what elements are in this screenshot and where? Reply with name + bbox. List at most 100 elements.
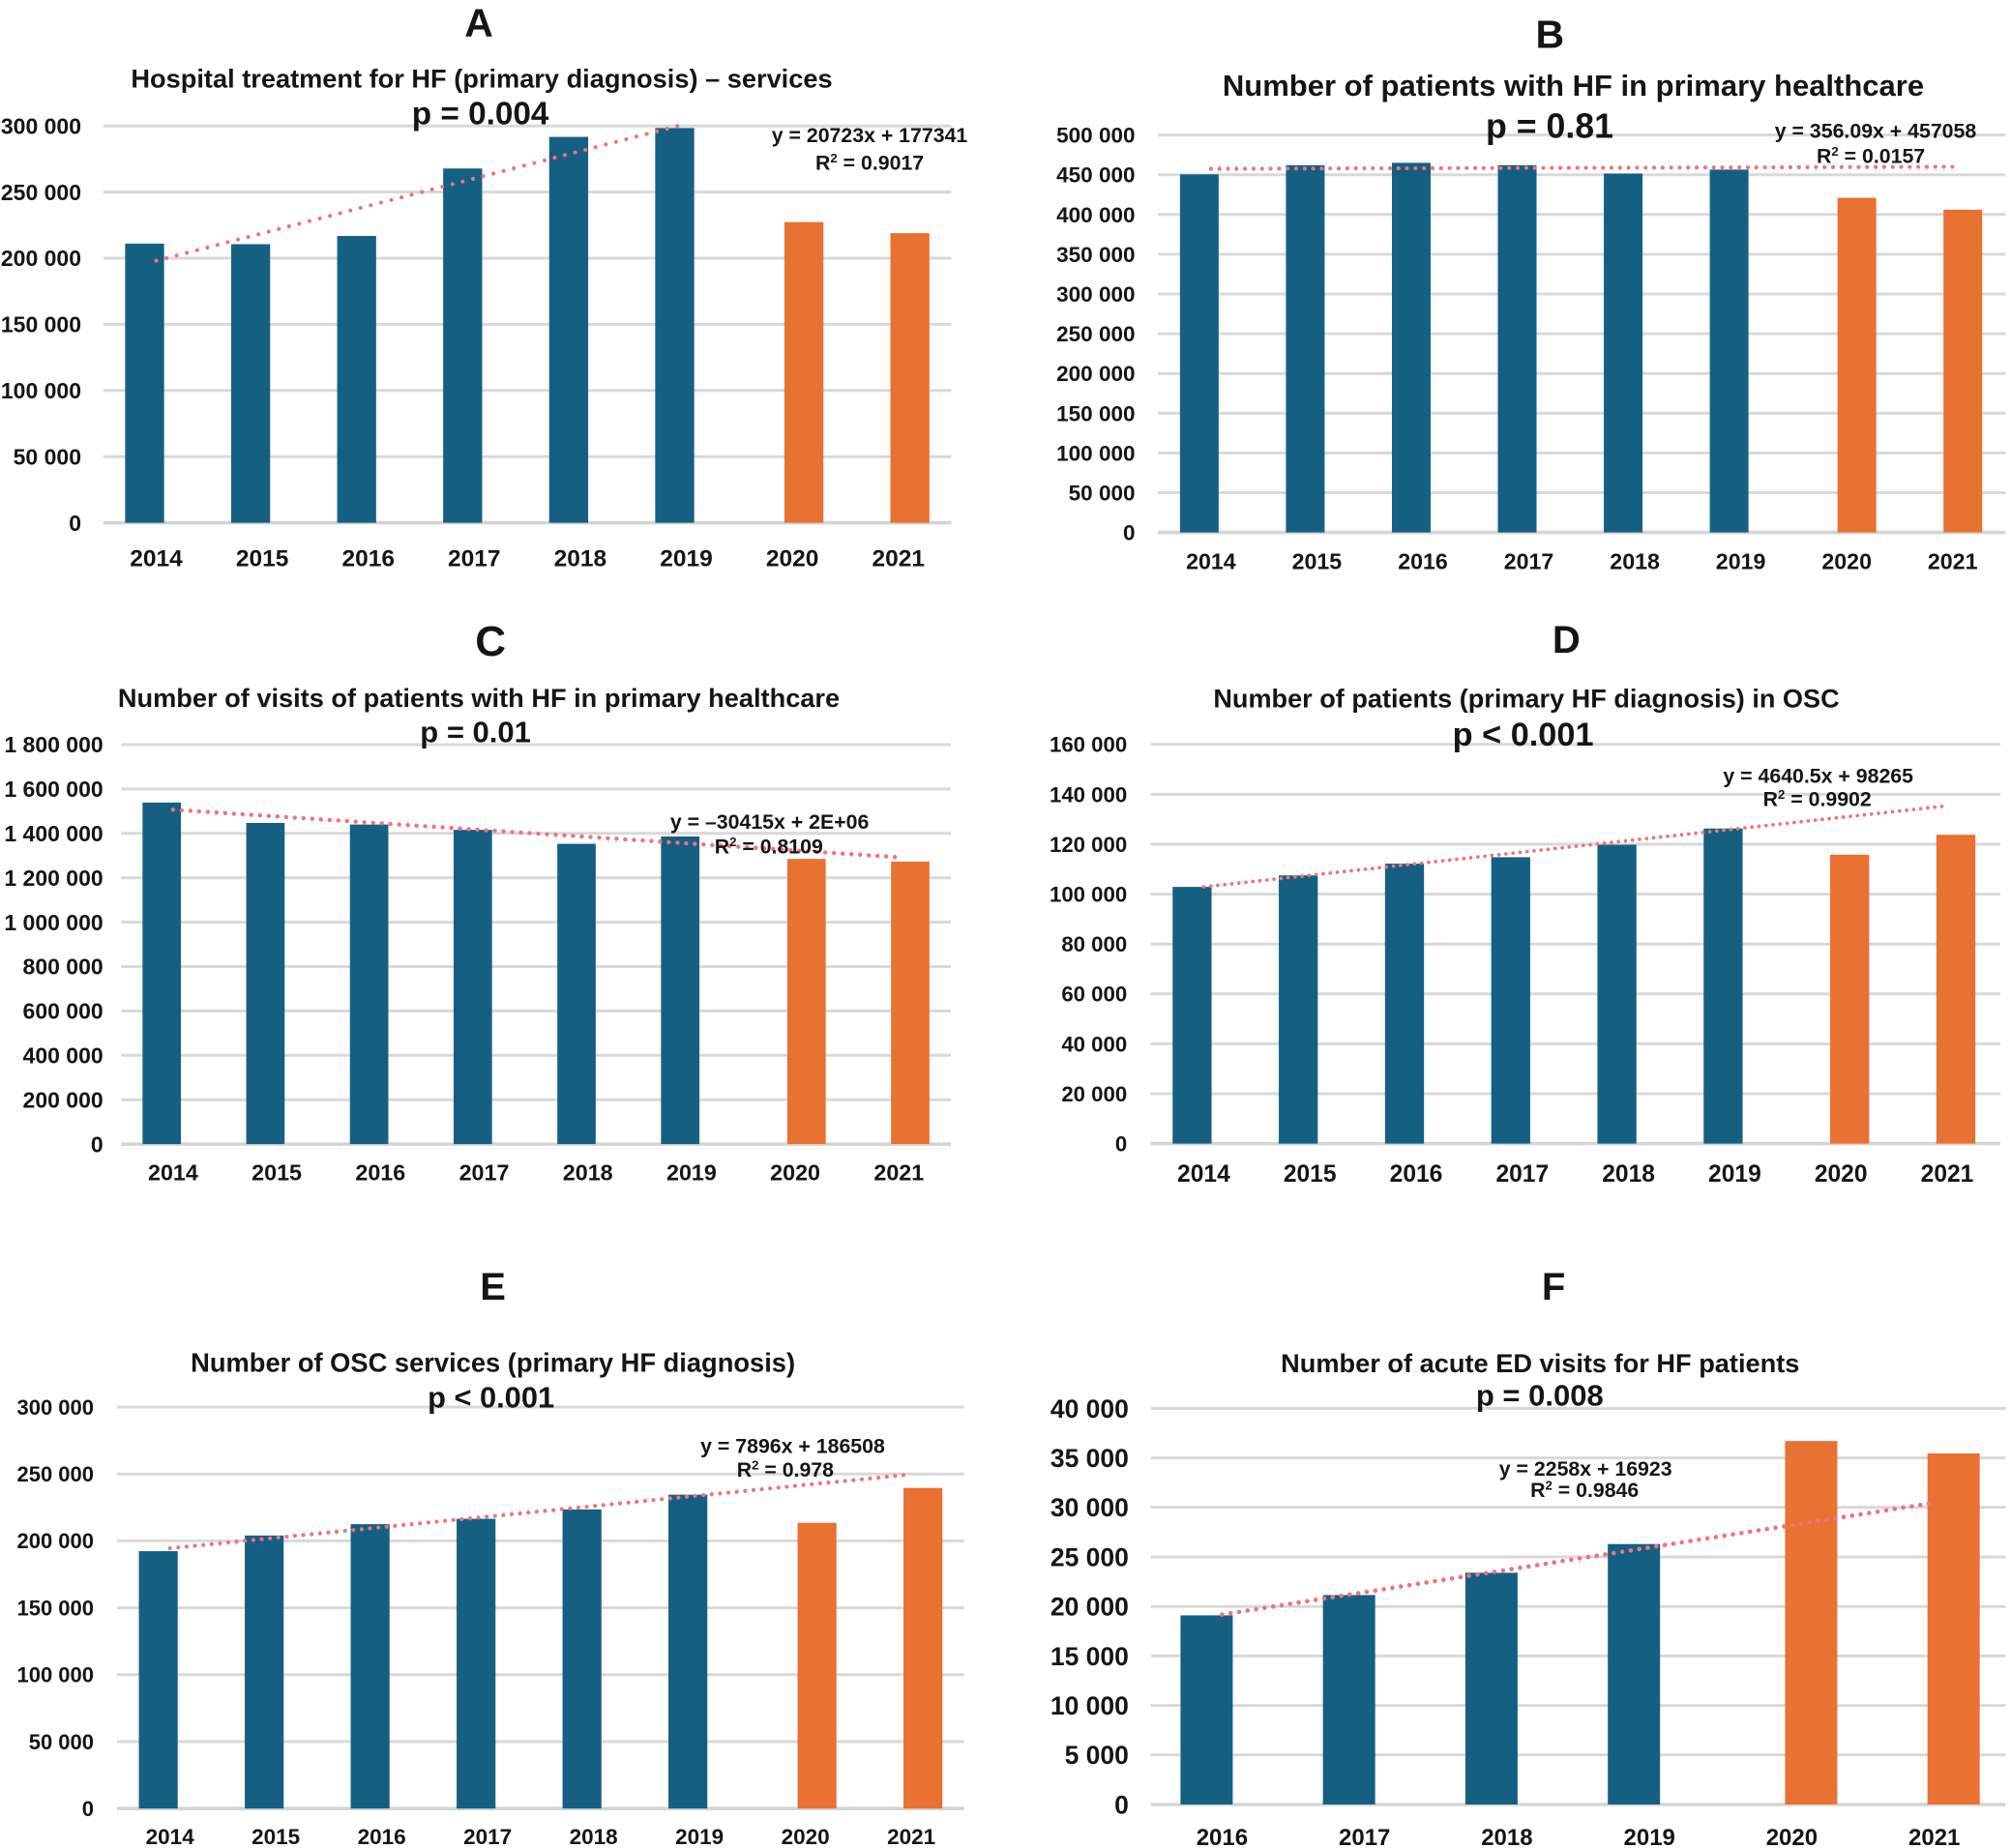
svg-text:1 200 000: 1 200 000 <box>4 865 103 891</box>
svg-text:160 000: 160 000 <box>1050 733 1127 757</box>
svg-text:y = 20723x + 177341: y = 20723x + 177341 <box>772 124 968 147</box>
svg-text:1 600 000: 1 600 000 <box>4 777 103 802</box>
svg-text:y = 356.09x + 457058: y = 356.09x + 457058 <box>1775 119 1977 142</box>
svg-text:500 000: 500 000 <box>1056 124 1135 148</box>
svg-text:50 000: 50 000 <box>14 444 81 469</box>
svg-text:1 400 000: 1 400 000 <box>4 821 103 846</box>
svg-text:0: 0 <box>1115 1132 1127 1157</box>
svg-text:2018: 2018 <box>1481 1825 1532 1848</box>
svg-text:D: D <box>1553 619 1581 661</box>
svg-text:300 000: 300 000 <box>16 1395 94 1420</box>
svg-text:R2 = 0.978: R2 = 0.978 <box>737 1458 834 1482</box>
svg-text:2018: 2018 <box>554 545 607 572</box>
svg-text:2015: 2015 <box>1284 1161 1337 1188</box>
svg-text:Hospital treatment for HF (pri: Hospital treatment for HF (primary diagn… <box>131 63 832 93</box>
svg-text:100 000: 100 000 <box>1050 883 1127 907</box>
svg-text:2015: 2015 <box>1292 549 1343 574</box>
svg-text:2020: 2020 <box>766 545 819 572</box>
svg-text:300 000: 300 000 <box>1056 282 1135 307</box>
svg-text:2020: 2020 <box>1766 1825 1818 1848</box>
svg-text:2019: 2019 <box>666 1160 717 1186</box>
svg-text:200 000: 200 000 <box>1056 362 1135 386</box>
svg-text:2014: 2014 <box>1177 1161 1230 1188</box>
svg-text:150 000: 150 000 <box>1 312 81 337</box>
svg-text:2021: 2021 <box>873 1160 924 1186</box>
svg-text:40 000: 40 000 <box>1050 1394 1129 1423</box>
svg-text:2014: 2014 <box>146 1825 195 1848</box>
svg-text:Number of acute ED visits for: Number of acute ED visits for HF patient… <box>1281 1348 1799 1378</box>
svg-text:2020: 2020 <box>782 1825 830 1848</box>
svg-text:25 000: 25 000 <box>1050 1542 1129 1571</box>
svg-text:450 000: 450 000 <box>1056 163 1135 188</box>
svg-text:0: 0 <box>1114 1790 1129 1819</box>
svg-text:Number of patients (primary HF: Number of patients (primary HF diagnosis… <box>1213 683 1839 713</box>
svg-text:2014: 2014 <box>148 1160 198 1186</box>
svg-text:120 000: 120 000 <box>1050 833 1127 857</box>
svg-text:2021: 2021 <box>1928 549 1978 574</box>
svg-text:1 800 000: 1 800 000 <box>4 732 103 757</box>
svg-text:250 000: 250 000 <box>1056 322 1135 346</box>
svg-text:60 000: 60 000 <box>1061 983 1127 1007</box>
svg-text:2021: 2021 <box>872 545 925 572</box>
svg-text:2016: 2016 <box>358 1825 406 1848</box>
svg-text:20 000: 20 000 <box>1061 1082 1127 1106</box>
svg-text:50 000: 50 000 <box>29 1730 94 1754</box>
svg-text:2018: 2018 <box>563 1160 613 1186</box>
svg-text:2019: 2019 <box>1624 1825 1675 1848</box>
svg-text:2014: 2014 <box>1186 549 1236 574</box>
svg-text:10 000: 10 000 <box>1050 1691 1129 1720</box>
svg-text:0: 0 <box>1123 521 1136 545</box>
svg-text:2016: 2016 <box>355 1160 405 1186</box>
svg-text:2015: 2015 <box>251 1825 300 1848</box>
svg-text:100 000: 100 000 <box>1056 441 1135 465</box>
svg-text:200 000: 200 000 <box>16 1529 94 1553</box>
svg-text:y = 4640.5x + 98265: y = 4640.5x + 98265 <box>1723 765 1913 788</box>
svg-text:20 000: 20 000 <box>1050 1593 1129 1622</box>
svg-text:350 000: 350 000 <box>1056 243 1135 267</box>
svg-text:800 000: 800 000 <box>23 954 104 980</box>
svg-text:150 000: 150 000 <box>16 1596 94 1620</box>
svg-text:2021: 2021 <box>887 1825 935 1848</box>
svg-text:p = 0.81: p = 0.81 <box>1486 107 1613 146</box>
svg-text:E: E <box>480 1266 506 1308</box>
svg-text:Number of patients with HF in: Number of patients with HF in primary he… <box>1223 69 1924 103</box>
svg-text:2020: 2020 <box>770 1160 820 1186</box>
svg-text:250 000: 250 000 <box>1 180 81 205</box>
svg-text:30 000: 30 000 <box>1050 1493 1129 1522</box>
svg-text:0: 0 <box>91 1131 104 1157</box>
svg-text:p = 0.01: p = 0.01 <box>420 716 531 749</box>
svg-text:2015: 2015 <box>251 1160 302 1186</box>
svg-text:Number of OSC services (primar: Number of OSC services (primary HF diagn… <box>191 1347 795 1377</box>
svg-text:2019: 2019 <box>660 545 713 572</box>
svg-text:F: F <box>1542 1266 1565 1308</box>
svg-text:2019: 2019 <box>1708 1161 1761 1188</box>
svg-text:2020: 2020 <box>1821 549 1872 574</box>
svg-text:2019: 2019 <box>1716 549 1766 574</box>
svg-text:2017: 2017 <box>448 545 501 572</box>
svg-text:2019: 2019 <box>675 1825 724 1848</box>
svg-text:80 000: 80 000 <box>1061 932 1127 956</box>
svg-text:2017: 2017 <box>1504 549 1554 574</box>
svg-text:2020: 2020 <box>1815 1161 1868 1188</box>
svg-text:2017: 2017 <box>1495 1161 1549 1188</box>
svg-text:p = 0.008: p = 0.008 <box>1476 1379 1604 1413</box>
svg-text:2016: 2016 <box>1398 549 1448 574</box>
svg-text:600 000: 600 000 <box>23 999 104 1024</box>
svg-text:100 000: 100 000 <box>16 1663 94 1687</box>
svg-text:2016: 2016 <box>341 545 395 572</box>
svg-text:0: 0 <box>69 511 81 536</box>
svg-text:100 000: 100 000 <box>1 378 81 403</box>
svg-text:B: B <box>1535 13 1564 57</box>
svg-text:p = 0.004: p = 0.004 <box>412 96 549 132</box>
svg-text:2014: 2014 <box>130 545 183 572</box>
svg-text:y = –30415x + 2E+06: y = –30415x + 2E+06 <box>670 810 870 834</box>
svg-text:2018: 2018 <box>570 1825 618 1848</box>
svg-text:400 000: 400 000 <box>1056 203 1135 227</box>
svg-text:2018: 2018 <box>1610 549 1660 574</box>
svg-text:50 000: 50 000 <box>1069 482 1136 506</box>
svg-text:400 000: 400 000 <box>23 1043 104 1069</box>
svg-text:2018: 2018 <box>1602 1161 1655 1188</box>
svg-text:p < 0.001: p < 0.001 <box>428 1381 554 1415</box>
svg-text:200 000: 200 000 <box>1 246 81 271</box>
svg-text:2016: 2016 <box>1197 1825 1248 1848</box>
